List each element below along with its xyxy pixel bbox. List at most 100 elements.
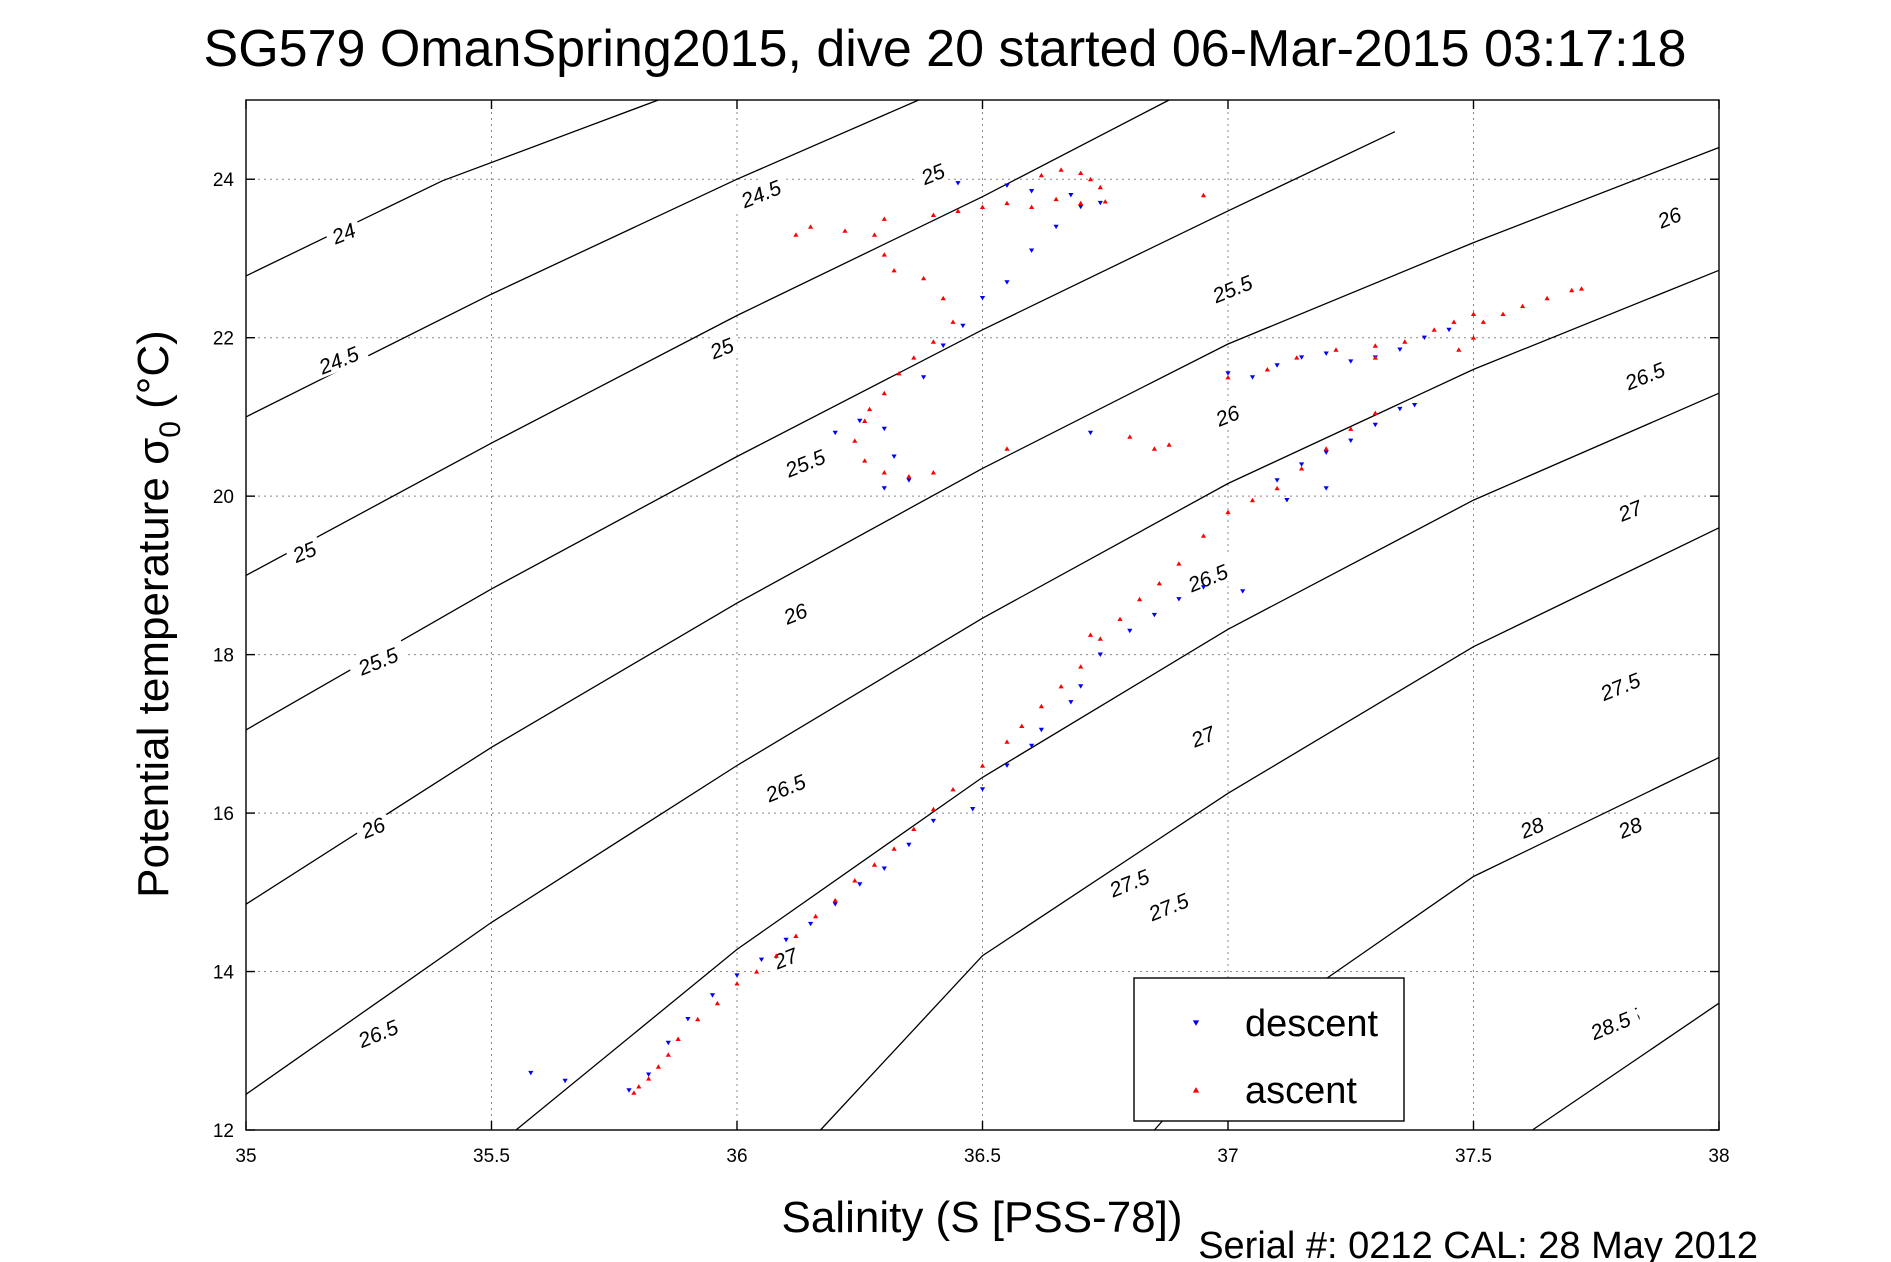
density-contour-26.5 <box>245 269 1720 1095</box>
contour-label: 25.5 <box>773 439 836 484</box>
legend-entry-ascent: ascent <box>1245 1070 1357 1112</box>
x-tick-label: 36.5 <box>964 1146 1001 1167</box>
descent-point <box>528 1070 534 1076</box>
contour-label: 26.5 <box>1612 352 1676 397</box>
ascent-point <box>793 933 799 938</box>
contour-label-bg <box>1182 717 1223 753</box>
y-tick-label: 22 <box>213 329 234 350</box>
descent-point <box>626 1088 632 1093</box>
ascent-point <box>1058 167 1064 172</box>
contour-label-text: 26.5 <box>1621 358 1669 395</box>
ascent-point <box>1038 703 1044 709</box>
contour-label-bg <box>1609 808 1650 844</box>
ascent-point <box>813 913 819 919</box>
contour-label: 26 <box>1206 396 1248 432</box>
ascent-point <box>1053 196 1059 202</box>
contour-label-bg <box>1200 265 1264 310</box>
ascent-point <box>1102 199 1108 204</box>
contour-label-bg <box>306 336 370 381</box>
contour-label-bg <box>1648 198 1690 234</box>
ascent-point <box>1156 581 1162 586</box>
ascent-point <box>955 208 961 213</box>
contour-label-text: 24.5 <box>737 176 785 213</box>
ascent-point <box>1333 347 1339 352</box>
ascent-point <box>1520 303 1526 309</box>
descent-point <box>1200 585 1207 590</box>
ascent-point <box>950 787 956 792</box>
descent-point <box>734 973 740 978</box>
descent-point <box>1372 422 1378 428</box>
ascent-point <box>636 1084 642 1089</box>
descent-point <box>808 921 814 927</box>
serial-cal-footer: Serial #: 0212 CAL: 28 May 2012 <box>1198 1225 1758 1262</box>
legend-marker-ascent <box>1192 1087 1200 1093</box>
ascent-point <box>675 1036 681 1041</box>
ascent-point <box>979 763 986 768</box>
ascent-point <box>1117 616 1123 621</box>
ascent-point <box>1470 335 1477 340</box>
descent-point <box>1004 183 1010 188</box>
contour-label-bg <box>1609 491 1650 527</box>
ascent-point <box>930 339 936 344</box>
ascent-point <box>1004 200 1010 206</box>
contour-label: 27 <box>764 939 806 975</box>
contour-label: 27.5 <box>1588 663 1652 708</box>
contour-label: 24.5 <box>306 336 370 381</box>
ascent-point <box>1019 723 1025 728</box>
contour-label-bg <box>346 1010 409 1055</box>
ascent-point <box>1038 172 1044 178</box>
descent-point <box>1323 450 1329 455</box>
contour-label-bg <box>700 329 742 365</box>
descent-point <box>857 882 863 887</box>
descent-point <box>1397 347 1403 352</box>
y-tick-label: 18 <box>213 646 234 667</box>
density-contour-28.5 <box>1532 1002 1720 1131</box>
contour-label-bg <box>1588 663 1652 708</box>
ascent-point <box>881 216 887 221</box>
y-axis-label-subscript: 0 <box>154 421 187 438</box>
contour-label-bg <box>1175 554 1239 599</box>
x-tick-label: 37.5 <box>1455 1146 1492 1167</box>
descent-point <box>1323 486 1329 491</box>
legend-box <box>1133 977 1405 1122</box>
ascent-point <box>1470 311 1477 316</box>
x-axis-ticks: 35 35.5 36 36.5 37 37.5 38 <box>235 100 1730 1167</box>
contour-label: 25 <box>283 532 325 568</box>
descent-point <box>646 1072 652 1077</box>
descent-point <box>881 486 887 491</box>
descent-point <box>930 818 936 824</box>
ascent-point <box>1372 343 1378 348</box>
descent-point <box>1004 280 1010 285</box>
contour-label-bg <box>346 637 409 682</box>
descent-point <box>758 957 765 962</box>
descent-point <box>1097 200 1103 206</box>
ascent-point <box>695 1016 701 1022</box>
ascent-point <box>1058 684 1064 689</box>
descent-point <box>1029 189 1035 194</box>
contour-label-text: 26.5 <box>354 1016 402 1053</box>
ascent-point <box>911 355 917 360</box>
ascent-point <box>655 1064 661 1069</box>
descent-point <box>906 478 912 483</box>
y-axis-label-unit: (°C) <box>129 330 178 421</box>
ascent-point <box>1127 434 1133 439</box>
descent-point <box>685 1017 691 1022</box>
x-tick-label: 38 <box>1708 1146 1729 1167</box>
density-contour-24.5 <box>245 99 919 418</box>
ascent-point <box>891 268 897 273</box>
contour-label: 26.5 <box>753 764 817 809</box>
density-contour-27 <box>515 392 1720 1131</box>
ascent-point <box>852 878 858 883</box>
density-contours <box>245 99 1720 1131</box>
contour-label: 27.5 <box>1097 859 1161 904</box>
ascent-point <box>1299 466 1305 471</box>
descent-point <box>1029 743 1035 749</box>
ascent-point <box>867 406 873 412</box>
contour-label-text: 24.5 <box>315 343 363 380</box>
contour-label: 24.5 <box>728 170 792 215</box>
ascent-point <box>930 212 936 217</box>
contour-label-bg <box>1136 883 1200 928</box>
descent-point <box>709 993 716 998</box>
ascent-point <box>1402 339 1408 344</box>
